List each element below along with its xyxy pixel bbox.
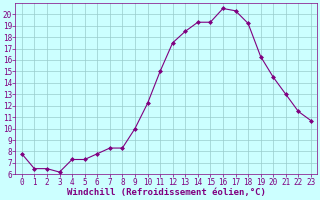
X-axis label: Windchill (Refroidissement éolien,°C): Windchill (Refroidissement éolien,°C) [67,188,266,197]
